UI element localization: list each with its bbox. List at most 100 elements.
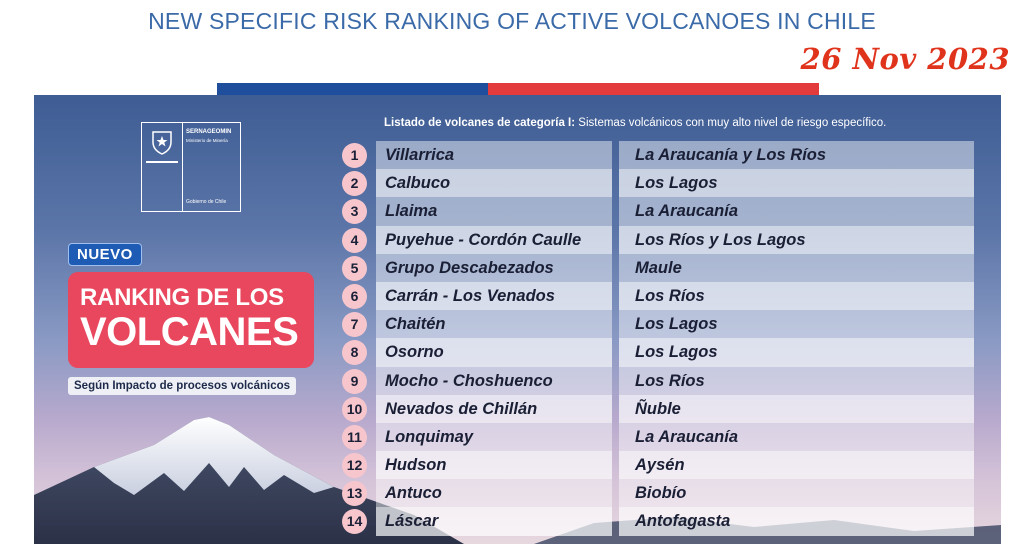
name-cell (376, 422, 612, 452)
region-cell (619, 338, 974, 367)
volcano-region: Maule (635, 258, 682, 277)
table-row: 10 Nevados de Chillán Ñuble (342, 394, 974, 423)
rank-number: 12 (342, 453, 367, 479)
region-cell (619, 310, 974, 339)
page-headline: NEW SPECIFIC RISK RANKING OF ACTIVE VOLC… (148, 8, 876, 34)
rank-number: 10 (342, 396, 367, 422)
rank-number: 14 (342, 509, 367, 535)
volcano-region: Los Lagos (635, 315, 718, 334)
volcano-name: Puyehue - Cordón Caulle (385, 230, 582, 249)
date-stamp: 26 Nov 2023 (800, 42, 1010, 76)
volcano-region: La Araucanía (635, 202, 739, 221)
rank-number: 1 (342, 143, 367, 168)
table-row: 12 Hudson Aysén (342, 451, 974, 480)
flag-stripe-blue (217, 83, 488, 95)
volcano-name: Mocho - Choshuenco (385, 371, 553, 390)
volcano-name: Llaima (385, 202, 438, 221)
table-row: 6 Carrán - Los Venados Los Ríos (342, 281, 974, 311)
rank-number: 7 (342, 312, 367, 338)
rank-number: 6 (342, 283, 367, 309)
logo-government-name: Gobierno de Chile (186, 199, 227, 205)
logo-underline (146, 161, 178, 163)
name-cell (376, 394, 612, 423)
rank-number: 4 (342, 227, 367, 253)
volcano-ranking-table: 1 Villarrica La Araucanía y Los Ríos 2 Calb… (342, 141, 974, 536)
volcano-region: Los Ríos (635, 286, 705, 305)
name-cell (376, 253, 612, 282)
name-cell (376, 338, 612, 367)
name-cell (376, 225, 612, 254)
flag-stripe-red (488, 83, 819, 95)
ranking-title-card: RANKING DE LOS VOLCANES (68, 272, 314, 368)
region-cell (619, 507, 974, 536)
volcano-name: Nevados de Chillán (385, 399, 538, 418)
table-row: 3 Llaima La Araucanía (342, 197, 974, 226)
region-cell (619, 141, 974, 170)
region-cell (619, 451, 974, 480)
volcano-name: Chaitén (385, 315, 446, 334)
volcano-name: Calbuco (385, 174, 451, 193)
list-header: Listado de volcanes de categoría I: Sist… (384, 117, 886, 129)
name-cell (376, 479, 612, 508)
volcano-region: Los Ríos y Los Lagos (635, 230, 806, 249)
rank-number: 8 (342, 340, 367, 366)
volcano-name: Carrán - Los Venados (385, 286, 555, 305)
region-cell (619, 394, 974, 423)
region-cell (619, 225, 974, 254)
volcano-name: Villarrica (385, 146, 455, 164)
table-row: 2 Calbuco Los Lagos (342, 169, 974, 198)
name-cell (376, 169, 612, 198)
volcano-region: La Araucanía y Los Ríos (635, 146, 827, 164)
logo-divider (182, 123, 183, 211)
name-cell (376, 366, 612, 395)
name-cell (376, 451, 612, 480)
rank-number: 5 (342, 255, 367, 281)
table-row: 11 Lonquimay La Araucanía (342, 422, 974, 452)
volcano-region: Ñuble (635, 399, 681, 418)
table-row: 13 Antuco Biobío (342, 479, 974, 508)
sernageomin-logo: SERNAGEOMIN Ministerio de Minería Gobier… (141, 122, 241, 212)
table-row: 9 Mocho - Choshuenco Los Ríos (342, 366, 974, 395)
volcano-region: Biobío (635, 484, 687, 503)
volcano-name: Lonquimay (385, 427, 474, 446)
table-row: 4 Puyehue - Cordón Caulle Los Ríos y Los L… (342, 225, 974, 254)
volcano-region: Antofagasta (635, 512, 731, 531)
name-cell (376, 197, 612, 226)
logo-ministry-name: Ministerio de Minería (186, 138, 228, 143)
name-cell (376, 281, 612, 311)
volcano-region: Los Ríos (635, 371, 705, 390)
rank-number: 9 (342, 368, 367, 394)
table-row: 8 Osorno Los Lagos (342, 338, 974, 367)
rank-number: 13 (342, 481, 367, 507)
volcano-region: Aysén (635, 456, 685, 475)
logo-agency-name: SERNAGEOMIN (186, 129, 232, 135)
region-cell (619, 281, 974, 311)
table-row: 14 Láscar Antofagasta (342, 507, 974, 536)
volcano-name: Láscar (385, 512, 439, 531)
table-row: 7 Chaitén Los Lagos (342, 310, 974, 339)
new-badge: NUEVO (68, 243, 142, 266)
region-cell (619, 197, 974, 226)
table-row: 5 Grupo Descabezados Maule (342, 253, 974, 282)
volcano-name: Osorno (385, 343, 444, 362)
volcano-region: Los Lagos (635, 174, 718, 193)
region-cell (619, 422, 974, 452)
volcano-name: Antuco (385, 484, 442, 503)
list-header-category: Listado de volcanes de categoría I: (384, 117, 576, 129)
volcano-region: La Araucanía (635, 427, 739, 446)
ranking-title-line1: RANKING DE LOS (80, 284, 284, 311)
list-header-description: Sistemas volcánicos con muy alto nivel d… (575, 117, 887, 129)
region-cell (619, 169, 974, 198)
table-row: 1 Villarrica La Araucanía y Los Ríos (342, 141, 974, 170)
rank-number: 2 (342, 171, 367, 197)
rank-number: 3 (342, 199, 367, 225)
ranking-subtitle: Según Impacto de procesos volcánicos (68, 377, 297, 395)
region-cell (619, 253, 974, 282)
ranking-title-line2: VOLCANES (80, 310, 299, 354)
name-cell (376, 141, 612, 170)
name-cell (376, 507, 612, 536)
volcano-region: Los Lagos (635, 343, 718, 362)
name-cell (376, 310, 612, 339)
rank-number: 11 (342, 424, 367, 450)
volcano-name: Grupo Descabezados (385, 258, 554, 277)
